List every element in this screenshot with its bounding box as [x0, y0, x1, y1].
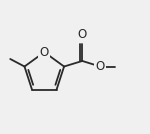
Text: O: O: [96, 60, 105, 73]
Text: O: O: [78, 28, 87, 41]
Text: O: O: [40, 46, 49, 59]
